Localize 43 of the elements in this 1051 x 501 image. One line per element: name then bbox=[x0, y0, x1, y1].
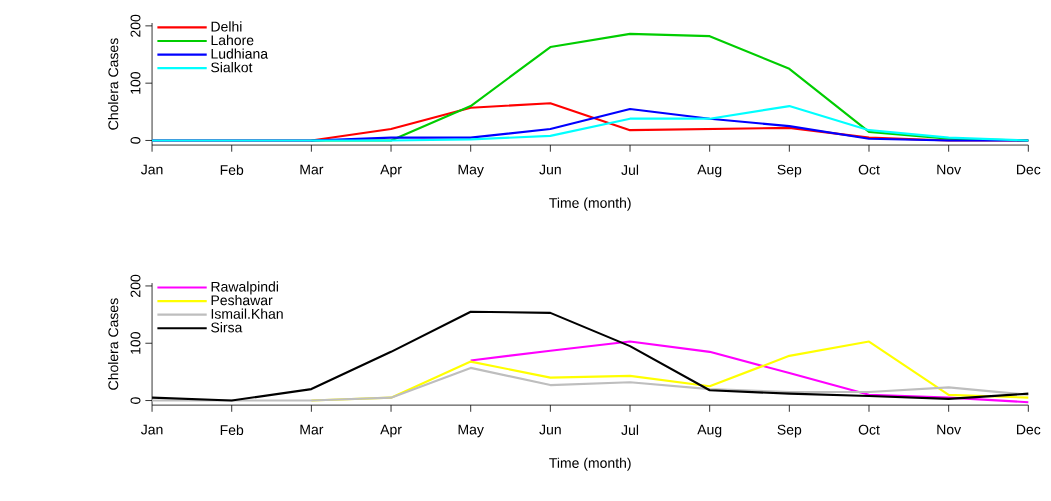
legend-label: Rawalpindi bbox=[211, 281, 279, 295]
x-tick-label: Sep bbox=[777, 164, 802, 178]
legend-label: Sialkot bbox=[211, 61, 253, 73]
y-tick-label: 0 bbox=[130, 136, 141, 144]
x-tick-label: Feb bbox=[220, 424, 244, 435]
legend-label: Sirsa bbox=[211, 321, 243, 333]
x-tick-label: Oct bbox=[858, 424, 880, 435]
x-tick-label: Apr bbox=[380, 424, 402, 438]
x-tick-label: Nov bbox=[937, 164, 962, 175]
x-tick-label: Jan bbox=[140, 424, 163, 435]
x-tick-label: Aug bbox=[697, 424, 722, 438]
legend-label: Peshawar bbox=[211, 294, 273, 306]
x-tick-label: Aug bbox=[697, 164, 722, 177]
x-tick-label: Jun bbox=[539, 164, 561, 175]
x-tick-label: Jul bbox=[621, 164, 639, 175]
x-tick-label: Apr bbox=[380, 164, 402, 177]
x-axis-title: Time (month) bbox=[549, 197, 631, 211]
legend-label: Delhi bbox=[211, 21, 242, 32]
legend-label: Lahore bbox=[211, 34, 254, 45]
y-tick-label: 0 bbox=[130, 396, 141, 404]
y-tick-label: 100 bbox=[130, 71, 141, 94]
x-tick-label: Sep bbox=[777, 424, 802, 438]
x-tick-label: Feb bbox=[220, 164, 244, 175]
line-series bbox=[469, 340, 1030, 404]
x-tick-label: Dec bbox=[1017, 164, 1041, 175]
x-tick-label: Nov bbox=[937, 424, 962, 435]
x-tick-label: Mar bbox=[300, 164, 324, 175]
legend-label: Ludhiana bbox=[211, 48, 269, 59]
x-tick-label: Jul bbox=[621, 424, 639, 435]
y-axis-title: Cholera Cases bbox=[107, 298, 119, 390]
y-tick-label: 200 bbox=[130, 274, 141, 297]
x-axis-title: Time (month) bbox=[549, 457, 631, 471]
x-tick-label: Jan bbox=[140, 164, 163, 175]
x-tick-label: Dec bbox=[1017, 424, 1041, 435]
x-tick-label: May bbox=[458, 424, 484, 438]
y-axis-title: Cholera Cases bbox=[107, 38, 119, 130]
x-tick-label: Mar bbox=[300, 424, 324, 435]
y-tick-label: 100 bbox=[130, 331, 141, 354]
y-tick-label: 200 bbox=[130, 14, 141, 37]
x-tick-label: Oct bbox=[858, 164, 880, 175]
x-tick-label: May bbox=[458, 164, 484, 177]
x-tick-label: Jun bbox=[539, 424, 561, 435]
legend-label: Ismail.Khan bbox=[211, 308, 283, 319]
